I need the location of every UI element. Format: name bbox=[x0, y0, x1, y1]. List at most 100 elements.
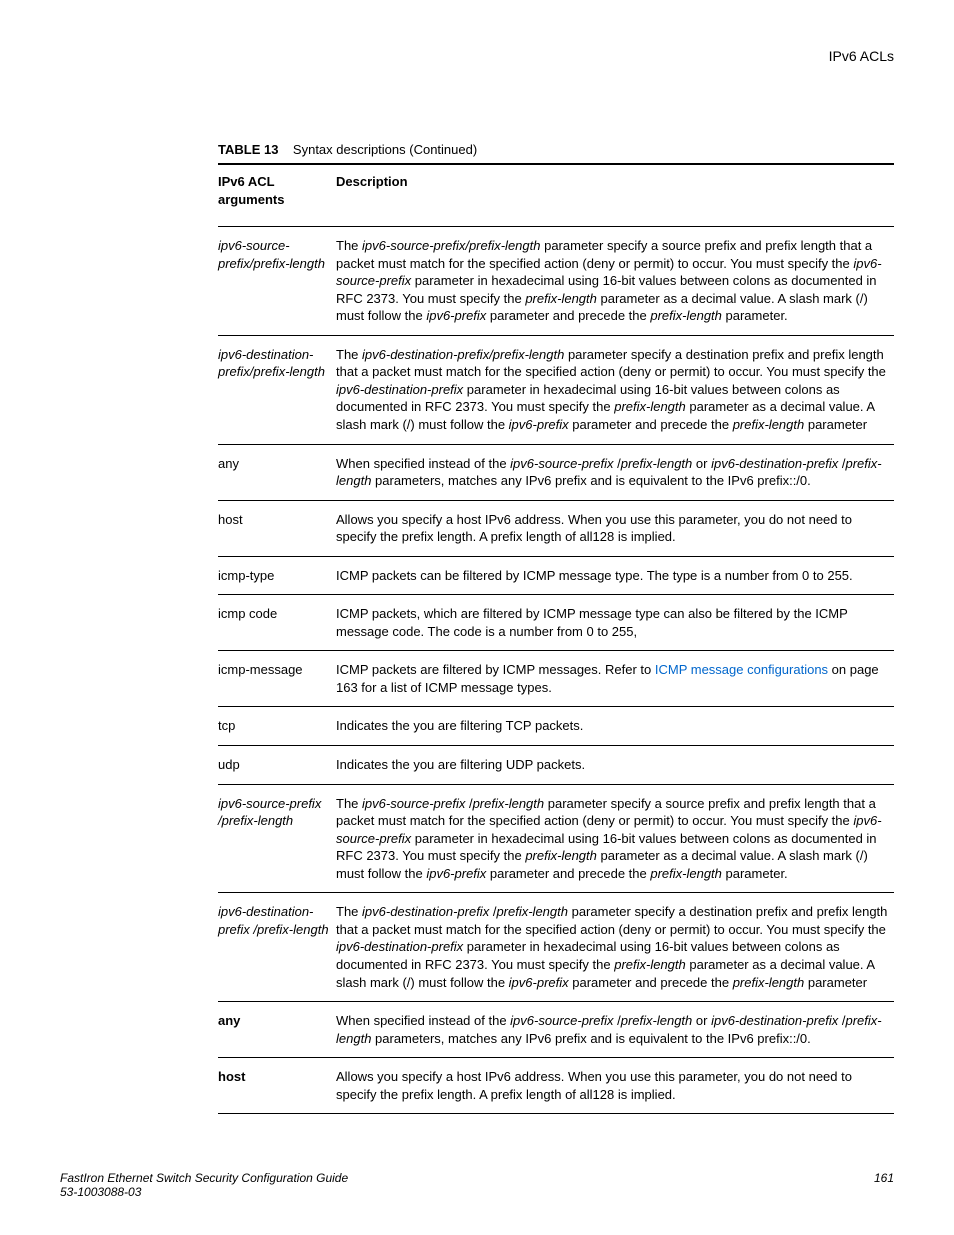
description-cell: The ipv6-source-prefix/prefix-length par… bbox=[336, 227, 894, 336]
table-caption: TABLE 13 Syntax descriptions (Continued) bbox=[218, 142, 894, 157]
description-text: prefix-length bbox=[621, 456, 693, 471]
description-cell: When specified instead of the ipv6-sourc… bbox=[336, 444, 894, 500]
description-text: parameters, matches any IPv6 prefix and … bbox=[371, 1031, 810, 1046]
header-text: IPv6 ACLs bbox=[829, 48, 894, 64]
description-text: parameter and precede the bbox=[486, 308, 650, 323]
description-text: parameter and precede the bbox=[569, 975, 733, 990]
description-cell: Indicates the you are filtering UDP pack… bbox=[336, 746, 894, 785]
argument-cell: icmp code bbox=[218, 595, 336, 651]
table-row: icmp-typeICMP packets can be filtered by… bbox=[218, 556, 894, 595]
argument-cell: host bbox=[218, 500, 336, 556]
description-text: or bbox=[692, 1013, 711, 1028]
description-cell: ICMP packets are filtered by ICMP messag… bbox=[336, 651, 894, 707]
description-cell: ICMP packets can be filtered by ICMP mes… bbox=[336, 556, 894, 595]
description-text: ipv6-destination-prefix bbox=[336, 939, 463, 954]
argument-cell: icmp-type bbox=[218, 556, 336, 595]
description-text: ipv6-destination-prefix bbox=[711, 456, 838, 471]
description-cell: The ipv6-destination-prefix/prefix-lengt… bbox=[336, 335, 894, 444]
description-text: The bbox=[336, 904, 362, 919]
description-text: When specified instead of the bbox=[336, 456, 510, 471]
description-text: ipv6-source-prefix/prefix-length bbox=[362, 238, 540, 253]
description-text: ipv6-source-prefix bbox=[510, 456, 613, 471]
argument-cell: udp bbox=[218, 746, 336, 785]
description-text: The bbox=[336, 238, 362, 253]
description-cell: ICMP packets, which are filtered by ICMP… bbox=[336, 595, 894, 651]
argument-cell: tcp bbox=[218, 707, 336, 746]
table-body: ipv6-source-prefix/prefix-lengthThe ipv6… bbox=[218, 227, 894, 1114]
description-text: Indicates the you are filtering UDP pack… bbox=[336, 757, 585, 772]
description-text: ipv6-prefix bbox=[509, 975, 569, 990]
description-text: ipv6-prefix bbox=[509, 417, 569, 432]
description-text: prefix-length bbox=[733, 975, 805, 990]
description-text: / bbox=[465, 796, 472, 811]
table-row: any When specified instead of the ipv6-so… bbox=[218, 1002, 894, 1058]
description-cell: When specified instead of the ipv6-sourc… bbox=[336, 1002, 894, 1058]
description-text: prefix-length bbox=[733, 417, 805, 432]
table-row: icmp codeICMP packets, which are filtere… bbox=[218, 595, 894, 651]
table-row: ipv6-source-prefix /prefix-length The ipv… bbox=[218, 784, 894, 893]
table-row: ipv6-destination-prefix /prefix-length Th… bbox=[218, 893, 894, 1002]
argument-text: ipv6-source-prefix/prefix-length bbox=[218, 238, 325, 271]
page-header: IPv6 ACLs bbox=[218, 48, 894, 64]
description-text: / bbox=[614, 456, 621, 471]
argument-cell: any bbox=[218, 444, 336, 500]
description-text: The bbox=[336, 347, 362, 362]
description-text: prefix-length bbox=[614, 399, 686, 414]
description-text: / bbox=[614, 1013, 621, 1028]
description-text: prefix-length bbox=[650, 866, 722, 881]
syntax-table: IPv6 ACL arguments Description ipv6-sour… bbox=[218, 163, 894, 1114]
argument-text: udp bbox=[218, 757, 240, 772]
description-text: ipv6-prefix bbox=[426, 308, 486, 323]
argument-text: ipv6-destination-prefix/prefix-length bbox=[218, 347, 325, 380]
description-text: prefix-length bbox=[525, 848, 597, 863]
argument-text: tcp bbox=[218, 718, 235, 733]
document-page: IPv6 ACLs TABLE 13 Syntax descriptions (… bbox=[0, 0, 954, 1235]
table-row: any When specified instead of the ipv6-so… bbox=[218, 444, 894, 500]
argument-text: ipv6-destination-prefix /prefix-length bbox=[218, 904, 329, 937]
argument-text: any bbox=[218, 1013, 240, 1028]
argument-cell: ipv6-destination-prefix/prefix-length bbox=[218, 335, 336, 444]
description-text: ICMP packets, which are filtered by ICMP… bbox=[336, 606, 848, 639]
argument-text: host bbox=[218, 512, 243, 527]
description-text: parameter and precede the bbox=[569, 417, 733, 432]
table-row: udp Indicates the you are filtering UDP p… bbox=[218, 746, 894, 785]
argument-text: host bbox=[218, 1069, 245, 1084]
description-text: Allows you specify a host IPv6 address. … bbox=[336, 512, 852, 545]
description-text: ipv6-destination-prefix bbox=[362, 904, 489, 919]
description-text: ipv6-prefix bbox=[426, 866, 486, 881]
description-text: / bbox=[838, 1013, 845, 1028]
description-text: ipv6-destination-prefix bbox=[711, 1013, 838, 1028]
description-text: When specified instead of the bbox=[336, 1013, 510, 1028]
description-text: prefix-length bbox=[621, 1013, 693, 1028]
page-number: 161 bbox=[874, 1171, 894, 1185]
table-row: icmp-messageICMP packets are filtered by… bbox=[218, 651, 894, 707]
table-header-row: IPv6 ACL arguments Description bbox=[218, 164, 894, 227]
description-text: The bbox=[336, 796, 362, 811]
description-text: parameter. bbox=[722, 866, 788, 881]
argument-text: ipv6-source-prefix /prefix-length bbox=[218, 796, 321, 829]
description-text: / bbox=[838, 456, 845, 471]
description-text: ipv6-destination-prefix bbox=[336, 382, 463, 397]
description-cell: Allows you specify a host IPv6 address. … bbox=[336, 1058, 894, 1114]
argument-cell: ipv6-source-prefix /prefix-length bbox=[218, 784, 336, 893]
footer-title: FastIron Ethernet Switch Security Config… bbox=[60, 1171, 894, 1185]
argument-text: any bbox=[218, 456, 239, 471]
description-cell: Allows you specify a host IPv6 address. … bbox=[336, 500, 894, 556]
description-text: or bbox=[692, 456, 711, 471]
description-text: prefix-length bbox=[496, 904, 568, 919]
page-footer: 161 FastIron Ethernet Switch Security Co… bbox=[60, 1171, 894, 1199]
description-text: Allows you specify a host IPv6 address. … bbox=[336, 1069, 852, 1102]
col-header-arguments: IPv6 ACL arguments bbox=[218, 164, 336, 227]
description-text: ICMP packets can be filtered by ICMP mes… bbox=[336, 568, 853, 583]
footer-doc-id: 53-1003088-03 bbox=[60, 1185, 894, 1199]
description-text: ipv6-source-prefix bbox=[510, 1013, 613, 1028]
description-text: prefix-length bbox=[650, 308, 722, 323]
description-text: prefix-length bbox=[525, 291, 597, 306]
description-text: parameter bbox=[804, 417, 867, 432]
description-text: parameters, matches any IPv6 prefix and … bbox=[371, 473, 810, 488]
description-text: prefix-length bbox=[473, 796, 545, 811]
description-text: parameter bbox=[804, 975, 867, 990]
cross-reference-link[interactable]: ICMP message configurations bbox=[655, 662, 828, 677]
description-text: ipv6-destination-prefix/prefix-length bbox=[362, 347, 564, 362]
table-title: Syntax descriptions (Continued) bbox=[293, 142, 477, 157]
